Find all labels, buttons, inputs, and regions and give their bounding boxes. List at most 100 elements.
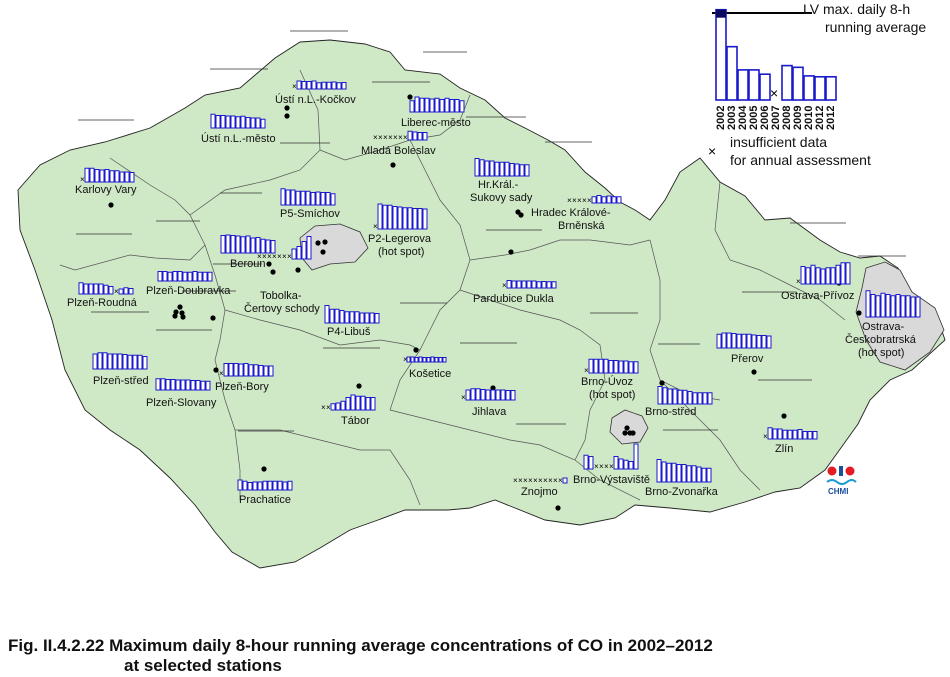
station-bar (422, 132, 428, 141)
station-bar (521, 280, 527, 289)
station-bar (349, 311, 355, 324)
insufficient-data-mark: × (80, 175, 85, 184)
legend-bar (737, 69, 749, 101)
station-bar (155, 378, 161, 391)
station-bar (596, 195, 602, 204)
logo-dot (827, 466, 837, 476)
insufficient-data-mark: × (461, 393, 466, 402)
boundary-ticks (76, 30, 906, 432)
station-bar (397, 206, 403, 230)
station-charts: ×× × × × × × ××× × × × ××× × × × × × ××× ××× ××× ××× × × ×× × × ×… (78, 80, 921, 491)
station-bar (267, 480, 273, 491)
insufficient-data-mark: × (267, 252, 272, 261)
station-bar (350, 394, 356, 411)
station-chart: × (219, 363, 274, 378)
station-bar (606, 195, 612, 204)
station-label: Ostrava-Českobratrská (hot spot) (845, 321, 917, 359)
station-bar (426, 357, 431, 363)
label-line: Hr.Král.- (478, 179, 519, 191)
legend-bar (814, 75, 826, 101)
station-bar (870, 294, 876, 318)
station-bar (414, 357, 419, 363)
station-bar (128, 288, 134, 295)
logo-bar (839, 466, 843, 476)
insufficient-data-mark: × (388, 133, 393, 142)
insufficient-data-mark: × (398, 133, 403, 142)
station-bar (910, 296, 916, 318)
station-label: Ústí n.L.-město (201, 132, 276, 145)
station-bar (707, 392, 713, 405)
station-chart (92, 352, 148, 370)
station-bar (263, 365, 269, 377)
insufficient-data-mark: × (587, 196, 592, 205)
station-label: Brno-střed (645, 406, 696, 418)
insufficient-data-mark: × (262, 252, 267, 261)
station-bar (202, 271, 208, 282)
station-bar (225, 234, 231, 254)
station-bar (588, 358, 594, 374)
station-bar (506, 280, 512, 289)
station-bar (272, 480, 278, 491)
station-label: Hr.Král.-Sukovy sady (470, 179, 533, 204)
insufficient-data-mark: × (567, 196, 572, 205)
station-bar (656, 459, 662, 483)
station-bar (233, 363, 239, 377)
station-bar (157, 271, 163, 282)
station-bar (190, 380, 196, 391)
station-label: Hradec Králové-Brněnská (531, 207, 611, 232)
station-chart: × × (321, 394, 376, 412)
station-chart (474, 158, 530, 177)
station-bar (119, 171, 125, 183)
station-bar (810, 264, 816, 285)
station-bar (296, 80, 302, 90)
station-bar (248, 364, 254, 377)
insufficient-data-mark: × (558, 476, 563, 485)
insufficient-data-mark: × (594, 462, 599, 471)
station-bar (541, 281, 547, 289)
station-bar (702, 392, 708, 405)
legend-bar (781, 64, 793, 101)
station-chart (220, 234, 276, 254)
station-bar (237, 479, 243, 491)
station-bar (118, 288, 124, 295)
station-bar (429, 98, 435, 113)
station-bar (616, 196, 622, 204)
station-bar (551, 281, 557, 289)
station-bar (434, 97, 440, 113)
station-bar (417, 132, 423, 141)
station-bar (588, 456, 594, 470)
station-bar (102, 352, 108, 370)
station-bar (142, 356, 148, 370)
station-bar (682, 389, 688, 405)
station-bar (252, 481, 258, 491)
insufficient-data-mark: × (523, 476, 528, 485)
station-bar (505, 390, 511, 401)
station-bar (162, 271, 168, 282)
logo-dot (845, 466, 855, 476)
label-line: Ostrava- (862, 321, 905, 333)
station-bar (840, 262, 846, 285)
station-bar (407, 207, 413, 230)
station-bar (260, 238, 266, 254)
station-bar (412, 208, 418, 230)
station-bar (84, 167, 90, 183)
station-bar (623, 459, 629, 470)
station-bar (797, 429, 803, 440)
station-bar (449, 99, 455, 113)
legend-year-label: 2007 (770, 106, 782, 130)
insufficient-data-mark: × (604, 462, 609, 471)
insufficient-data-mark: × (393, 133, 398, 142)
station-bar (310, 192, 316, 206)
station-bar (306, 81, 312, 90)
station-bar (880, 292, 886, 318)
station-bar (330, 403, 336, 411)
station-bar (706, 467, 712, 483)
station-bar (546, 281, 552, 289)
station-bar (480, 389, 486, 401)
station-bar (296, 246, 302, 260)
legend-year-label: 2012 (825, 106, 837, 130)
station-chart: × × × × × (567, 195, 622, 205)
station-bar (613, 456, 619, 470)
station-bar (285, 189, 291, 206)
station-bar (374, 313, 380, 324)
